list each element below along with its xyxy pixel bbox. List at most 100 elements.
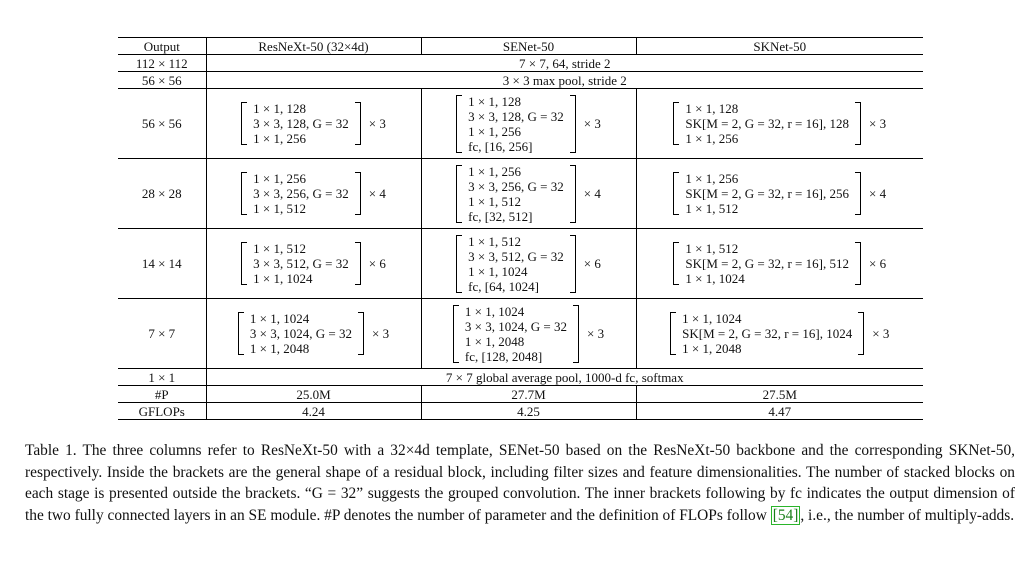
table-caption: Table 1. The three columns refer to ResN… bbox=[25, 440, 1015, 526]
block-layer: 1 × 1, 2048 bbox=[682, 341, 742, 356]
output-cell: 14 × 14 bbox=[118, 228, 207, 299]
output-cell: 56 × 56 bbox=[118, 71, 207, 89]
header-resnext: ResNeXt-50 (32×4d) bbox=[206, 37, 422, 55]
block-multiplier: × 3 bbox=[583, 116, 601, 131]
resnext-cell: 1 × 1, 512 3 × 3, 512, G = 32 1 × 1, 1024 ×… bbox=[206, 228, 422, 299]
block-layer: 1 × 1, 512 bbox=[468, 193, 522, 209]
output-cell: 28 × 28 bbox=[118, 158, 207, 229]
gflops-value: 4.24 bbox=[206, 402, 422, 420]
residual-block-bracket: 1 × 1, 256 3 × 3, 256, G = 32 1 × 1, 512 fc… bbox=[456, 164, 576, 224]
residual-block-bracket: 1 × 1, 1024 3 × 3, 1024, G = 32 1 × 1, 204… bbox=[237, 311, 365, 356]
gflops-label: GFLOPs bbox=[118, 402, 207, 420]
block-group: 1 × 1, 1024 3 × 3, 1024, G = 32 1 × 1, 204… bbox=[452, 303, 605, 364]
table-row: 14 × 14 1 × 1, 512 3 × 3, 512, G = 32 1 × 1… bbox=[118, 228, 923, 299]
residual-block-bracket: 1 × 1, 512 3 × 3, 512, G = 32 1 × 1, 1024 bbox=[241, 241, 361, 286]
table-row: 56 × 56 3 × 3 max pool, stride 2 bbox=[118, 71, 923, 89]
resnext-cell: 1 × 1, 1024 3 × 3, 1024, G = 32 1 × 1, 204… bbox=[206, 298, 422, 369]
header-output: Output bbox=[118, 37, 207, 55]
sknet-cell: 1 × 1, 256 SK[M = 2, G = 32, r = 16], 256… bbox=[636, 158, 923, 229]
resnext-cell: 1 × 1, 128 3 × 3, 128, G = 32 1 × 1, 256 × … bbox=[206, 88, 422, 159]
block-layer: 1 × 1, 1024 bbox=[464, 303, 525, 319]
params-label: #P bbox=[118, 385, 207, 403]
table-row: 112 × 112 7 × 7, 64, stride 2 bbox=[118, 54, 923, 72]
params-row: #P 25.0M 27.7M 27.5M bbox=[118, 385, 923, 403]
gflops-value: 4.25 bbox=[421, 402, 637, 420]
output-cell: 1 × 1 bbox=[118, 368, 207, 386]
block-multiplier: × 6 bbox=[368, 256, 386, 271]
block-group: 1 × 1, 128 3 × 3, 128, G = 32 1 × 1, 256 fc… bbox=[456, 94, 601, 154]
block-layer: 1 × 1, 1024 bbox=[685, 271, 745, 286]
block-layer: SK[M = 2, G = 32, r = 16], 512 bbox=[685, 256, 849, 271]
span-cell: 3 × 3 max pool, stride 2 bbox=[206, 71, 923, 89]
block-layer: 1 × 1, 256 bbox=[253, 131, 307, 146]
block-multiplier: × 3 bbox=[868, 116, 887, 131]
params-value: 27.7M bbox=[421, 385, 637, 403]
block-multiplier: × 3 bbox=[586, 326, 605, 341]
block-layer: 3 × 3, 128, G = 32 bbox=[468, 108, 564, 124]
header-sknet: SKNet-50 bbox=[636, 37, 923, 55]
block-group: 1 × 1, 256 SK[M = 2, G = 32, r = 16], 256… bbox=[673, 171, 886, 216]
residual-block-bracket: 1 × 1, 128 SK[M = 2, G = 32, r = 16], 128… bbox=[673, 101, 861, 146]
block-layer: fc, [128, 2048] bbox=[464, 348, 543, 364]
block-layer: 3 × 3, 128, G = 32 bbox=[253, 116, 349, 131]
architecture-table: Output ResNeXt-50 (32×4d) SENet-50 SKNet… bbox=[118, 37, 923, 420]
senet-cell: 1 × 1, 128 3 × 3, 128, G = 32 1 × 1, 256 fc… bbox=[421, 88, 637, 159]
residual-block-bracket: 1 × 1, 1024 SK[M = 2, G = 32, r = 16], 10… bbox=[670, 311, 865, 356]
caption-text-end: , i.e., the number of multiply-adds. bbox=[800, 506, 1015, 524]
block-layer: 1 × 1, 128 bbox=[468, 93, 522, 109]
block-layer: 1 × 1, 1024 bbox=[253, 271, 313, 286]
block-layer: 1 × 1, 256 bbox=[253, 171, 307, 186]
block-group: 1 × 1, 256 3 × 3, 256, G = 32 1 × 1, 512 fc… bbox=[456, 164, 601, 224]
block-layer: 1 × 1, 1024 bbox=[682, 311, 742, 326]
block-multiplier: × 4 bbox=[368, 186, 386, 201]
block-layer: 1 × 1, 2048 bbox=[464, 333, 525, 349]
output-cell: 56 × 56 bbox=[118, 88, 207, 159]
block-layer: 3 × 3, 512, G = 32 bbox=[468, 248, 564, 264]
block-layer: 1 × 1, 2048 bbox=[249, 341, 310, 356]
block-layer: 3 × 3, 256, G = 32 bbox=[253, 186, 349, 201]
senet-cell: 1 × 1, 512 3 × 3, 512, G = 32 1 × 1, 1024 f… bbox=[421, 228, 637, 299]
block-layer: 1 × 1, 256 bbox=[468, 163, 522, 179]
block-layer: SK[M = 2, G = 32, r = 16], 128 bbox=[685, 116, 849, 131]
block-layer: 1 × 1, 512 bbox=[253, 241, 307, 256]
block-group: 1 × 1, 512 3 × 3, 512, G = 32 1 × 1, 1024 ×… bbox=[241, 241, 386, 286]
block-group: 1 × 1, 512 SK[M = 2, G = 32, r = 16], 512… bbox=[673, 241, 886, 286]
block-group: 1 × 1, 1024 3 × 3, 1024, G = 32 1 × 1, 204… bbox=[237, 311, 389, 356]
block-layer: 1 × 1, 512 bbox=[685, 241, 739, 256]
block-layer: fc, [16, 256] bbox=[468, 138, 533, 154]
output-cell: 7 × 7 bbox=[118, 298, 207, 369]
block-layer: 1 × 1, 1024 bbox=[468, 263, 528, 279]
block-layer: 1 × 1, 128 bbox=[253, 101, 307, 116]
residual-block-bracket: 1 × 1, 128 3 × 3, 128, G = 32 1 × 1, 256 bbox=[241, 101, 361, 146]
block-layer: 1 × 1, 256 bbox=[685, 131, 739, 146]
senet-cell: 1 × 1, 1024 3 × 3, 1024, G = 32 1 × 1, 204… bbox=[421, 298, 637, 369]
block-layer: 3 × 3, 512, G = 32 bbox=[253, 256, 349, 271]
block-layer: 1 × 1, 512 bbox=[468, 233, 522, 249]
residual-block-bracket: 1 × 1, 256 3 × 3, 256, G = 32 1 × 1, 512 bbox=[241, 171, 361, 216]
caption-text: Table 1. The three columns refer to ResN… bbox=[25, 442, 1015, 524]
block-layer: 1 × 1, 512 bbox=[685, 201, 739, 216]
table-row: 7 × 7 1 × 1, 1024 3 × 3, 1024, G = 32 1 × 1… bbox=[118, 298, 923, 369]
block-layer: 1 × 1, 256 bbox=[468, 123, 522, 139]
citation-link[interactable]: [54] bbox=[770, 505, 801, 525]
block-layer: SK[M = 2, G = 32, r = 16], 1024 bbox=[682, 326, 853, 341]
residual-block-bracket: 1 × 1, 128 3 × 3, 128, G = 32 1 × 1, 256 fc… bbox=[456, 94, 576, 154]
params-value: 27.5M bbox=[636, 385, 923, 403]
resnext-cell: 1 × 1, 256 3 × 3, 256, G = 32 1 × 1, 512 × … bbox=[206, 158, 422, 229]
gflops-value: 4.47 bbox=[636, 402, 923, 420]
sknet-cell: 1 × 1, 128 SK[M = 2, G = 32, r = 16], 128… bbox=[636, 88, 923, 159]
block-group: 1 × 1, 128 3 × 3, 128, G = 32 1 × 1, 256 × … bbox=[241, 101, 386, 146]
sknet-cell: 1 × 1, 512 SK[M = 2, G = 32, r = 16], 512… bbox=[636, 228, 923, 299]
residual-block-bracket: 1 × 1, 512 3 × 3, 512, G = 32 1 × 1, 1024 f… bbox=[456, 234, 576, 294]
block-group: 1 × 1, 1024 SK[M = 2, G = 32, r = 16], 10… bbox=[670, 311, 889, 356]
block-layer: fc, [64, 1024] bbox=[468, 278, 539, 294]
table-header-row: Output ResNeXt-50 (32×4d) SENet-50 SKNet… bbox=[118, 37, 923, 55]
residual-block-bracket: 1 × 1, 256 SK[M = 2, G = 32, r = 16], 256… bbox=[673, 171, 861, 216]
residual-block-bracket: 1 × 1, 512 SK[M = 2, G = 32, r = 16], 512… bbox=[673, 241, 861, 286]
span-cell: 7 × 7 global average pool, 1000-d fc, so… bbox=[206, 368, 923, 386]
block-group: 1 × 1, 128 SK[M = 2, G = 32, r = 16], 128… bbox=[673, 101, 886, 146]
block-multiplier: × 4 bbox=[583, 186, 601, 201]
table-row: 56 × 56 1 × 1, 128 3 × 3, 128, G = 32 1 × 1… bbox=[118, 88, 923, 159]
